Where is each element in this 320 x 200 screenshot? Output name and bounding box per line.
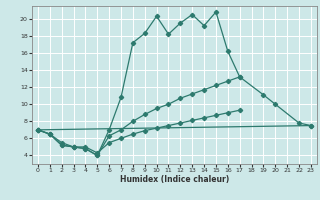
X-axis label: Humidex (Indice chaleur): Humidex (Indice chaleur): [120, 175, 229, 184]
